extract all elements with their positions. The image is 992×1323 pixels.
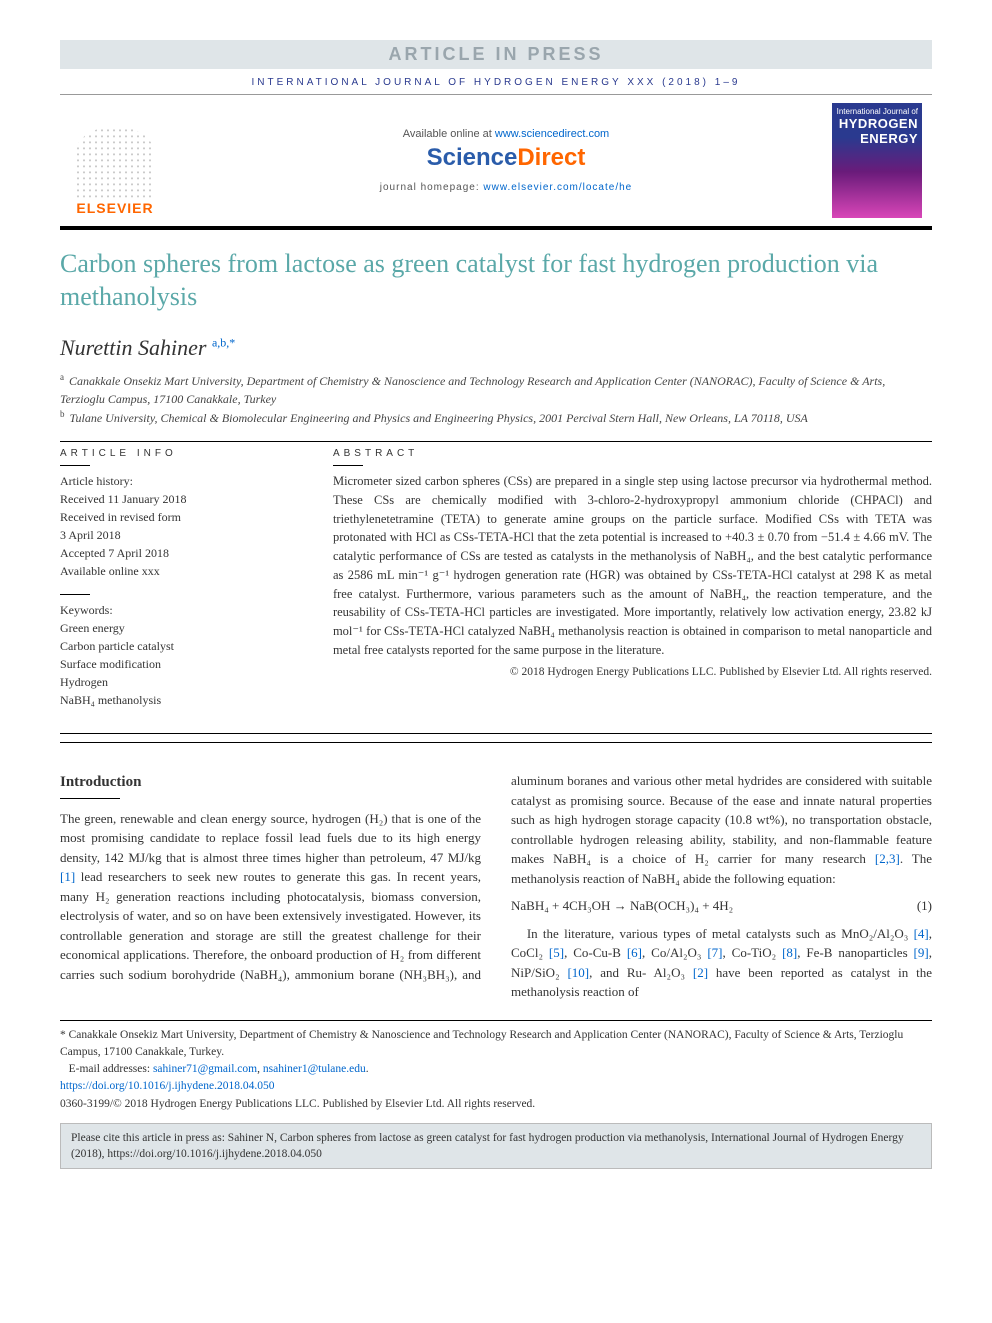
abstract-column: ABSTRACT Micrometer sized carbon spheres… — [333, 448, 932, 723]
affiliations-block: a Canakkale Onsekiz Mart University, Dep… — [60, 371, 932, 427]
body-two-column: Introduction The green, renewable and cl… — [60, 771, 932, 1002]
elsevier-logo: ELSEVIER — [60, 106, 170, 216]
intro-paragraph-3: In the literature, various types of meta… — [511, 924, 932, 1002]
intro-text: , Co-Cu-B — [564, 945, 627, 960]
email-link-2[interactable]: nsahiner1@tulane.edu — [263, 1063, 366, 1075]
heading-underline — [60, 798, 120, 799]
keywords-label: Keywords: — [60, 601, 293, 619]
elsevier-tree-icon — [75, 128, 155, 198]
abstract-copyright: © 2018 Hydrogen Energy Publications LLC.… — [333, 666, 932, 678]
equation-1: NaBH₄ + 4CH₃OH → NaB(OCH₃)₄ + 4H₂ (1) — [511, 896, 932, 916]
author-affil-sup: a,b, — [212, 336, 229, 350]
ref-link-4[interactable]: [4] — [914, 926, 929, 941]
keyword-item: Green energy — [60, 619, 293, 637]
ref-link-5[interactable]: [5] — [549, 945, 564, 960]
journal-homepage-text: journal homepage: www.elsevier.com/locat… — [180, 182, 832, 193]
keyword-item: Surface modification — [60, 655, 293, 673]
cover-line-3: ENERGY — [836, 131, 918, 146]
accepted-date: Accepted 7 April 2018 — [60, 544, 293, 562]
keyword-item: NaBH₄ methanolysis — [60, 691, 293, 709]
ref-link-7[interactable]: [7] — [707, 945, 722, 960]
intro-text: The green, renewable and clean energy so… — [60, 811, 481, 865]
email-end: . — [366, 1063, 369, 1075]
divider — [60, 742, 932, 743]
journal-reference: INTERNATIONAL JOURNAL OF HYDROGEN ENERGY… — [60, 77, 932, 88]
equation-number: (1) — [917, 896, 932, 916]
revised-line-2: 3 April 2018 — [60, 526, 293, 544]
keyword-item: Carbon particle catalyst — [60, 637, 293, 655]
ref-link-10[interactable]: [10] — [567, 965, 589, 980]
email-link-1[interactable]: sahiner71@gmail.com — [153, 1063, 257, 1075]
doi-link[interactable]: https://doi.org/10.1016/j.ijhydene.2018.… — [60, 1080, 274, 1092]
intro-text: , and Ru- Al₂O₃ — [589, 965, 693, 980]
ref-link-8[interactable]: [8] — [782, 945, 797, 960]
citation-box: Please cite this article in press as: Sa… — [60, 1123, 932, 1169]
affiliation-b-text: Tulane University, Chemical & Biomolecul… — [70, 411, 808, 425]
cover-line-2: HYDROGEN — [836, 116, 918, 131]
article-info-heading: ARTICLE INFO — [60, 448, 293, 459]
journal-homepage-link[interactable]: www.elsevier.com/locate/he — [483, 182, 632, 193]
issn-copyright: 0360-3199/© 2018 Hydrogen Energy Publica… — [60, 1096, 932, 1113]
article-title: Carbon spheres from lactose as green cat… — [60, 248, 932, 313]
author-text: Nurettin Sahiner — [60, 335, 206, 360]
elsevier-text: ELSEVIER — [76, 200, 153, 216]
homepage-prefix: journal homepage: — [380, 182, 484, 193]
article-history-label: Article history: — [60, 472, 293, 490]
keyword-item: Hydrogen — [60, 673, 293, 691]
ref-link-2-3[interactable]: [2,3] — [875, 851, 900, 866]
abstract-heading: ABSTRACT — [333, 448, 932, 459]
intro-text: , Co-TiO₂ — [722, 945, 782, 960]
available-prefix: Available online at — [403, 128, 495, 140]
intro-text: , Co/Al₂O₃ — [642, 945, 707, 960]
citation-doi-link[interactable]: https://doi.org/10.1016/j.ijhydene.2018.… — [107, 1148, 321, 1160]
sd-word-2: Direct — [517, 144, 585, 171]
intro-text: , Fe-B nanoparticles — [797, 945, 913, 960]
abstract-text: Micrometer sized carbon spheres (CSs) ar… — [333, 472, 932, 660]
footnotes: * Canakkale Onsekiz Mart University, Dep… — [60, 1020, 932, 1113]
equation-body: NaBH₄ + 4CH₃OH → NaB(OCH₃)₄ + 4H₂ — [511, 896, 733, 916]
ref-link-9[interactable]: [9] — [914, 945, 929, 960]
journal-cover-thumbnail: International Journal of HYDROGEN ENERGY — [832, 103, 922, 218]
ref-link-1[interactable]: [1] — [60, 869, 75, 884]
ref-link-6[interactable]: [6] — [627, 945, 642, 960]
affiliation-a: a Canakkale Onsekiz Mart University, Dep… — [60, 371, 932, 408]
divider — [60, 733, 932, 734]
revised-line-1: Received in revised form — [60, 508, 293, 526]
received-date: Received 11 January 2018 — [60, 490, 293, 508]
affiliation-b: b Tulane University, Chemical & Biomolec… — [60, 408, 932, 427]
cover-line-1: International Journal of — [836, 107, 918, 116]
divider — [60, 441, 932, 442]
available-online-text: Available online at www.sciencedirect.co… — [180, 128, 832, 140]
ref-link-2[interactable]: [2] — [693, 965, 708, 980]
sciencedirect-link[interactable]: www.sciencedirect.com — [495, 128, 609, 140]
author-corr-star: * — [229, 336, 235, 350]
corresponding-author-note: * Canakkale Onsekiz Mart University, Dep… — [60, 1027, 932, 1062]
journal-header: ELSEVIER Available online at www.science… — [60, 94, 932, 230]
sd-word-1: Science — [427, 144, 518, 171]
email-line: E-mail addresses: sahiner71@gmail.com, n… — [60, 1061, 932, 1078]
author-name: Nurettin Sahiner a,b,* — [60, 335, 932, 361]
introduction-heading: Introduction — [60, 771, 481, 794]
intro-text: In the literature, various types of meta… — [527, 926, 914, 941]
article-in-press-banner: ARTICLE IN PRESS — [60, 40, 932, 69]
affiliation-a-text: Canakkale Onsekiz Mart University, Depar… — [60, 374, 885, 406]
email-label: E-mail addresses: — [69, 1063, 153, 1075]
available-online: Available online xxx — [60, 562, 293, 580]
article-info-column: ARTICLE INFO Article history: Received 1… — [60, 448, 293, 723]
sciencedirect-logo: ScienceDirect — [180, 144, 832, 172]
